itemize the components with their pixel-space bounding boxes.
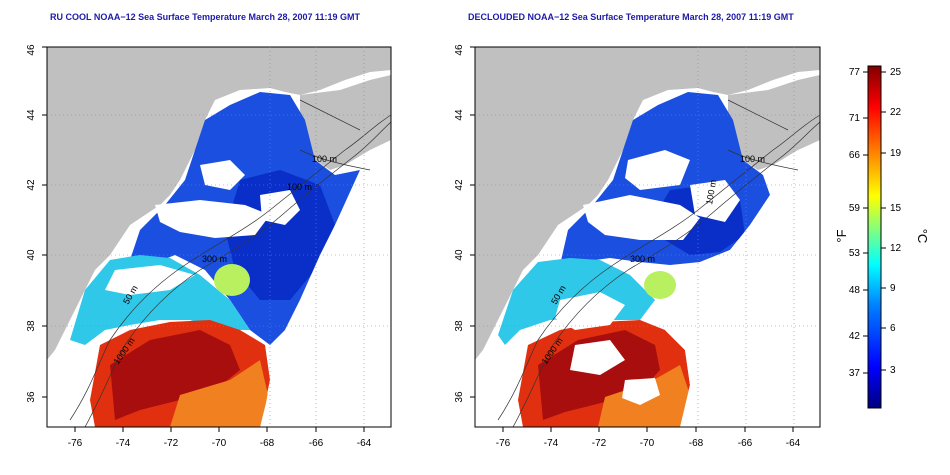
colorbar-c-tick-1: 22 [890, 107, 902, 118]
depth-contour-right-2 [512, 121, 820, 427]
contour-label-left-1: 100 m [287, 182, 312, 192]
swath-edge-left [262, 160, 391, 427]
map-right-grid [475, 47, 820, 427]
y-tick-left-0: 36 [26, 391, 37, 403]
y-tick-right-5: 46 [454, 44, 465, 56]
cloud-patch-right-6 [622, 378, 660, 405]
depth-contour-right-1 [497, 114, 820, 421]
y-tick-left-2: 40 [26, 249, 37, 261]
swath-edge-right [665, 180, 820, 427]
colorbar-f-tick-1: 71 [849, 113, 861, 124]
cloud-patch-left-3 [260, 190, 300, 225]
colorbar-c-unit: °C [915, 229, 930, 244]
map-title-left: RU COOL NOAA−12 Sea Surface Temperature … [50, 12, 361, 22]
cloud-patch-left-1 [155, 200, 270, 238]
x-tick-right-0: -76 [496, 438, 511, 449]
map-right: -76 -74 -72 -70 -68 -66 -64 36 38 40 42 … [454, 44, 821, 449]
map-title-right: DECLOUDED NOAA−12 Sea Surface Temperatur… [468, 12, 794, 22]
colorbar-c-tick-3: 15 [890, 203, 902, 214]
cloud-patch-right-3 [690, 180, 740, 222]
x-tick-left-2: -72 [164, 438, 179, 449]
y-tick-left-4: 44 [26, 109, 37, 121]
y-tick-right-2: 40 [454, 249, 465, 261]
y-tick-right-0: 36 [454, 391, 465, 403]
colorbar-f-tick-2: 66 [849, 150, 861, 161]
colorbar-gradient [867, 65, 882, 409]
land-mass-left [47, 47, 391, 360]
contour-label-right-0: 100 m [740, 154, 765, 164]
colorbar-f-tick-4: 53 [849, 248, 861, 259]
y-tick-right-1: 38 [454, 320, 465, 332]
sst-warm-eddy-right [644, 271, 676, 299]
cloud-patch-left-2 [200, 160, 245, 190]
sst-warm-eddy-left [214, 264, 250, 296]
depth-contour-right-3 [727, 99, 799, 171]
colorbar-f-unit: °F [834, 229, 849, 242]
y-tick-left-5: 46 [26, 44, 37, 56]
map-left-grid [47, 47, 391, 427]
x-tick-left-0: -76 [68, 438, 83, 449]
cloud-patch-right-4 [555, 292, 625, 330]
colorbar-c-tick-7: 3 [890, 365, 896, 376]
colorbar-c-tick-0: 25 [890, 67, 902, 78]
x-tick-left-5: -66 [309, 438, 324, 449]
x-tick-right-6: -64 [786, 438, 801, 449]
sst-deep-blue-left [225, 170, 335, 300]
colorbar-f-tick-6: 42 [849, 331, 861, 342]
map-left-ticks [42, 46, 365, 432]
contour-label-left-0: 100 m [312, 154, 337, 164]
colorbar-ticks [863, 71, 886, 374]
cloud-patch-left-4 [105, 265, 195, 295]
x-tick-left-1: -74 [116, 438, 131, 449]
x-tick-right-4: -68 [689, 438, 704, 449]
x-tick-right-3: -70 [640, 438, 655, 449]
colorbar: 77 71 66 59 53 48 42 37 25 22 19 15 12 9… [834, 65, 930, 409]
sst-orange-band-left [170, 360, 268, 427]
y-tick-left-3: 42 [26, 179, 37, 191]
contour-label-right-1: 100 m [704, 179, 718, 205]
colorbar-c-tick-2: 19 [890, 148, 902, 159]
y-tick-left-1: 38 [26, 320, 37, 332]
map-right-ticks [470, 46, 794, 432]
sst-hot-core-left [110, 330, 240, 420]
cloud-patch-right-5 [570, 340, 625, 375]
colorbar-f-tick-5: 48 [849, 285, 861, 296]
depth-contour-left-2 [84, 121, 391, 427]
y-tick-right-3: 42 [454, 179, 465, 191]
cloud-patch-right-2 [625, 150, 690, 190]
x-tick-left-6: -64 [357, 438, 372, 449]
x-tick-right-1: -74 [544, 438, 559, 449]
y-tick-right-4: 44 [454, 109, 465, 121]
contour-label-left-2: 300 m [202, 254, 227, 264]
colorbar-c-tick-6: 6 [890, 323, 896, 334]
land-nova-scotia-right [728, 75, 820, 170]
x-tick-left-3: -70 [212, 438, 227, 449]
contour-label-right-2: 300 m [630, 254, 655, 264]
depth-contour-left-3 [299, 99, 371, 171]
colorbar-c-tick-4: 12 [890, 243, 902, 254]
colorbar-f-tick-7: 37 [849, 368, 861, 379]
x-tick-right-2: -72 [592, 438, 607, 449]
colorbar-c-tick-5: 9 [890, 283, 896, 294]
sst-hot-core-right [538, 330, 660, 420]
colorbar-f-tick-0: 77 [849, 67, 861, 78]
map-left: -76 -74 -72 -70 -68 -66 -64 36 38 40 42 … [26, 44, 392, 449]
x-tick-left-4: -68 [260, 438, 275, 449]
x-tick-right-5: -66 [738, 438, 753, 449]
depth-contour-left-1 [69, 114, 391, 421]
colorbar-f-tick-3: 59 [849, 203, 861, 214]
land-mass-right [475, 47, 820, 360]
